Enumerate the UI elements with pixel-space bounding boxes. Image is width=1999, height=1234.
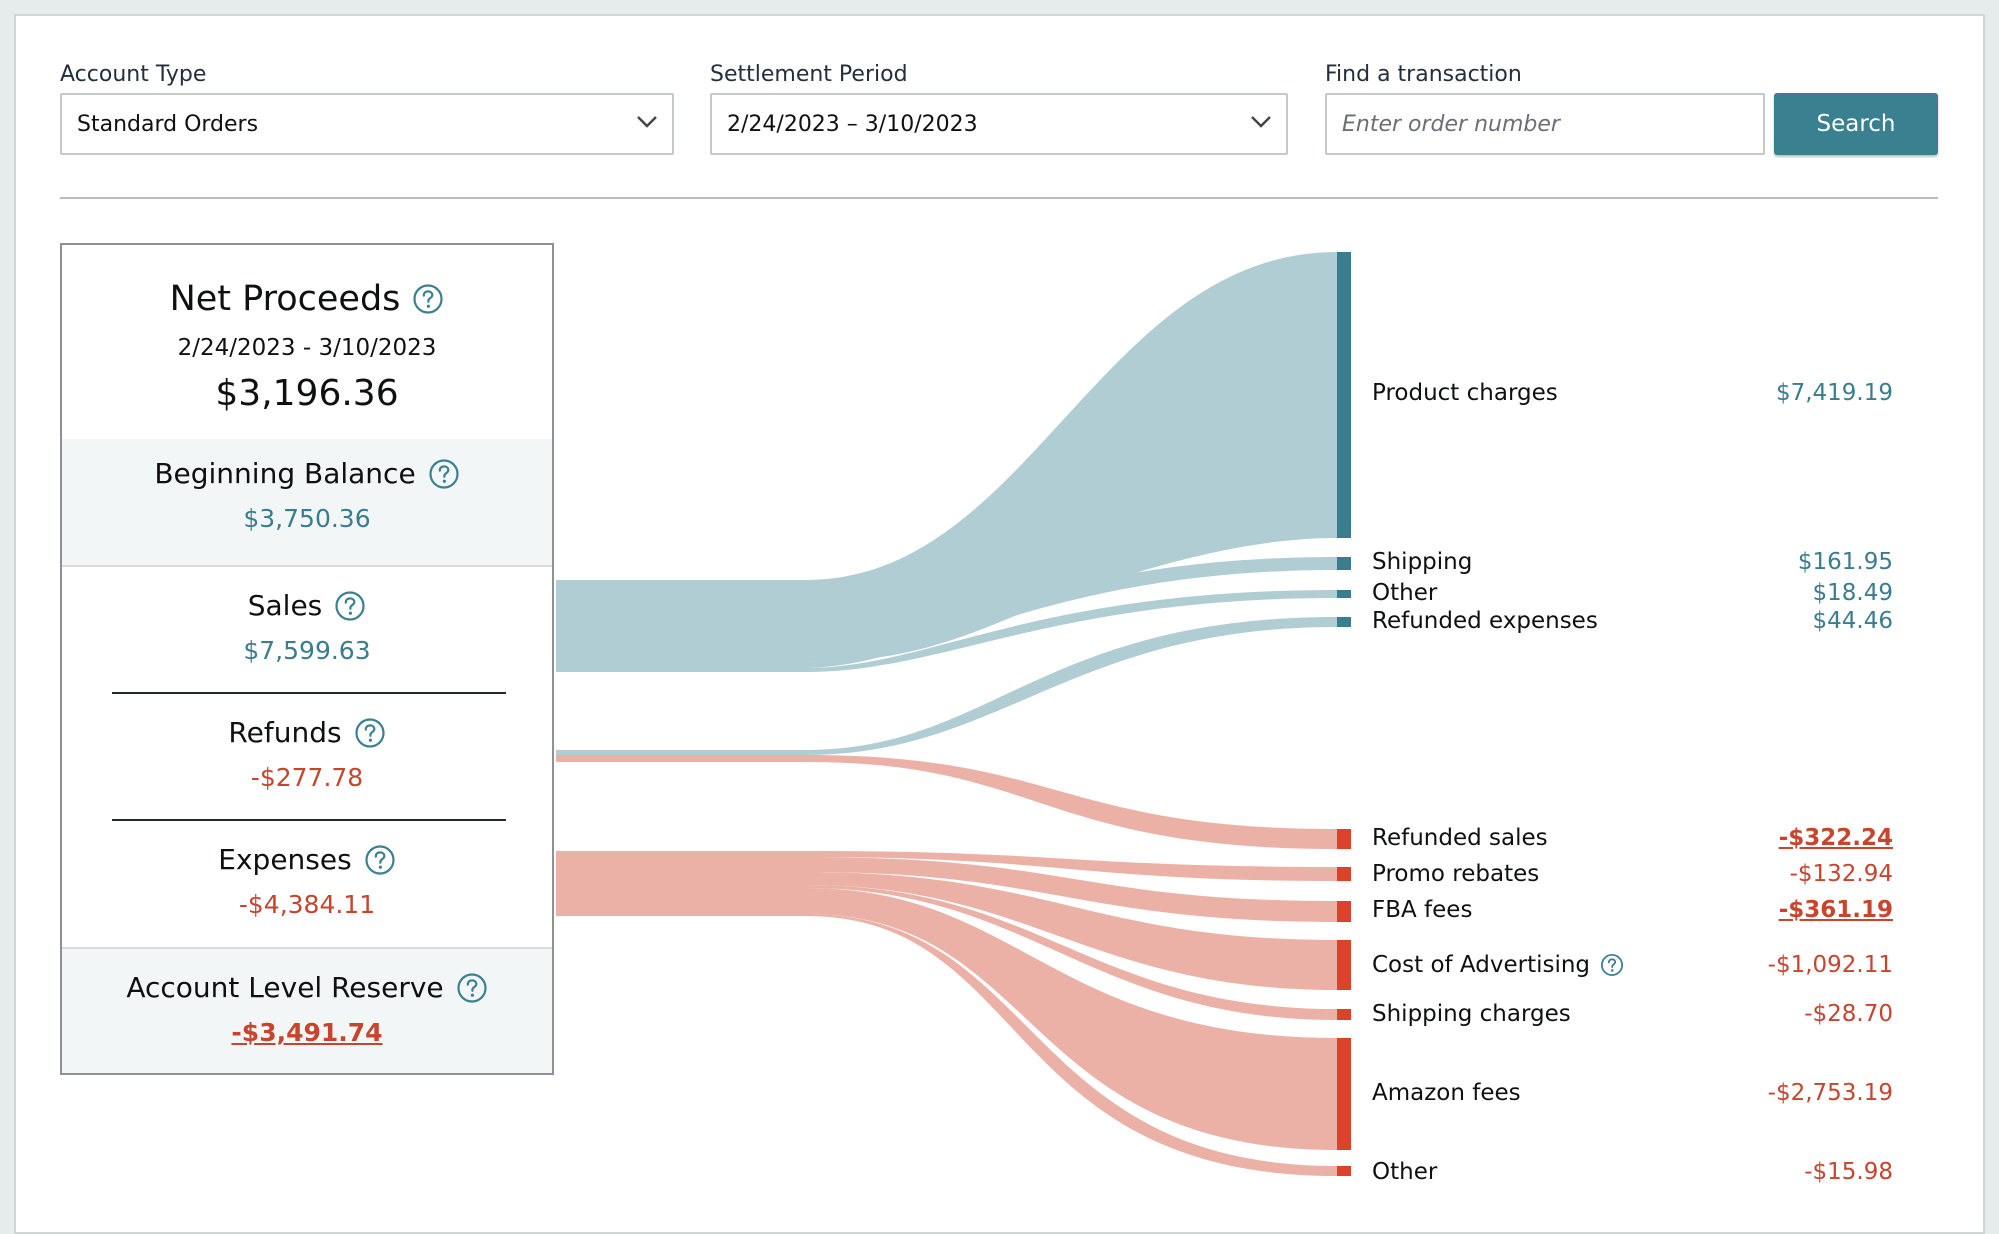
node-refunded-expenses — [1337, 617, 1351, 627]
sales-title: Sales — [247, 589, 323, 622]
flow-fba-fees — [556, 857, 1337, 922]
breakdown-amount-shipping-charges: -$28.70 — [1804, 1001, 1893, 1027]
node-product-charges — [1337, 252, 1351, 538]
sales-amount: $7,599.63 — [243, 636, 371, 665]
breakdown-label-cost-of-advertising: Cost of Advertising — [1372, 952, 1591, 978]
net-proceeds-date-range: 2/24/2023 - 3/10/2023 — [177, 335, 437, 361]
breakdown-amount-other-expenses: -$15.98 — [1804, 1159, 1893, 1185]
question-circle-icon[interactable] — [334, 590, 366, 622]
account-level-reserve-amount[interactable]: -$3,491.74 — [231, 1018, 383, 1047]
order-number-placeholder: Enter order number — [1342, 111, 1560, 137]
node-shipping — [1337, 557, 1351, 570]
summary-panel: Net Proceeds 2/24/2023 - 3/10/2023 $3,19… — [60, 243, 554, 1075]
chevron-down-icon — [1251, 116, 1271, 128]
flow-refunded-expenses — [556, 617, 1337, 755]
beginning-balance-amount: $3,750.36 — [243, 504, 371, 533]
search-button[interactable]: Search — [1774, 93, 1938, 155]
expenses-title: Expenses — [218, 843, 352, 876]
refunds-section: Refunds -$277.78 — [62, 694, 552, 820]
breakdown-label-promo-rebates: Promo rebates — [1372, 861, 1540, 887]
expenses-section: Expenses -$4,384.11 — [62, 821, 552, 947]
account-type-label: Account Type — [60, 62, 207, 87]
account-level-reserve-title: Account Level Reserve — [126, 971, 444, 1004]
breakdown-label-refunded-expenses: Refunded expenses — [1372, 608, 1598, 634]
breakdown-label-other: Other — [1372, 580, 1438, 606]
refunds-title: Refunds — [228, 716, 342, 749]
teal-flows — [556, 252, 1337, 755]
node-cost-of-advertising — [1337, 940, 1351, 990]
net-proceeds-title: Net Proceeds — [169, 279, 401, 319]
breakdown-amount-refunded-sales[interactable]: -$322.24 — [1778, 825, 1893, 851]
question-circle-icon[interactable] — [428, 458, 460, 490]
account-type-value: Standard Orders — [77, 111, 259, 137]
question-circle-icon[interactable] — [354, 717, 386, 749]
node-fba-fees — [1337, 901, 1351, 922]
sales-section: Sales $7,599.63 — [62, 567, 552, 687]
question-circle-icon[interactable] — [412, 283, 444, 315]
breakdown-label-shipping: Shipping — [1372, 549, 1473, 575]
red-flows — [556, 755, 1337, 1176]
breakdown-label-product-charges: Product charges — [1372, 380, 1558, 406]
section-divider — [62, 565, 552, 567]
breakdown-label-fba-fees: FBA fees — [1372, 897, 1473, 923]
section-divider — [112, 692, 506, 694]
node-amazon-fees — [1337, 1038, 1351, 1150]
node-promo-rebates — [1337, 867, 1351, 881]
expenses-amount: -$4,384.11 — [238, 890, 376, 919]
flow-amazon-fees — [556, 888, 1337, 1150]
settlement-period-select[interactable]: 2/24/2023 – 3/10/2023 — [710, 93, 1288, 155]
flow-cost-of-advertising — [556, 872, 1337, 990]
breakdown-amount-amazon-fees: -$2,753.19 — [1767, 1080, 1893, 1106]
beginning-balance-section: Beginning Balance $3,750.36 — [62, 439, 552, 565]
flow-other — [556, 590, 1337, 672]
flow-promo-rebates — [556, 851, 1337, 881]
node-refunded-sales — [1337, 829, 1351, 849]
breakdown-label-shipping-charges: Shipping charges — [1372, 1001, 1571, 1027]
breakdown-amount-promo-rebates: -$132.94 — [1789, 861, 1893, 887]
breakdown-row-cost-of-advertising: Cost of Advertising — [1372, 952, 1624, 978]
account-type-select[interactable]: Standard Orders — [60, 93, 674, 155]
net-proceeds-section: Net Proceeds 2/24/2023 - 3/10/2023 $3,19… — [62, 279, 552, 479]
question-circle-icon[interactable] — [364, 844, 396, 876]
breakdown-amount-product-charges: $7,419.19 — [1775, 380, 1893, 406]
breakdown-amount-other: $18.49 — [1812, 580, 1893, 606]
refunds-amount: -$277.78 — [250, 763, 364, 792]
breakdown-label-refunded-sales: Refunded sales — [1372, 825, 1548, 851]
node-other-expenses — [1337, 1166, 1351, 1176]
flow-refunded-sales — [556, 755, 1337, 849]
find-transaction-label: Find a transaction — [1325, 62, 1522, 87]
breakdown-amount-shipping: $161.95 — [1797, 549, 1893, 575]
breakdown-amount-fba-fees[interactable]: -$361.19 — [1778, 897, 1893, 923]
chevron-down-icon — [637, 116, 657, 128]
net-proceeds-amount: $3,196.36 — [215, 373, 399, 414]
divider — [60, 197, 1938, 199]
flow-shipping-charges — [556, 885, 1337, 1020]
breakdown-label-other-expenses: Other — [1372, 1159, 1438, 1185]
account-level-reserve-section: Account Level Reserve -$3,491.74 — [62, 949, 552, 1073]
settlement-period-label: Settlement Period — [710, 62, 908, 87]
breakdown-amount-cost-of-advertising: -$1,092.11 — [1767, 952, 1893, 978]
question-circle-icon[interactable] — [456, 972, 488, 1004]
breakdown-label-amazon-fees: Amazon fees — [1372, 1080, 1521, 1106]
breakdown-amount-refunded-expenses: $44.46 — [1812, 608, 1893, 634]
settlement-flow-diagram — [556, 252, 1351, 1176]
order-number-input[interactable]: Enter order number — [1325, 93, 1765, 155]
flow-nodes — [1337, 252, 1351, 1176]
flow-shipping — [556, 557, 1337, 668]
settlement-period-value: 2/24/2023 – 3/10/2023 — [727, 111, 978, 137]
beginning-balance-title: Beginning Balance — [154, 457, 416, 490]
node-shipping-charges — [1337, 1009, 1351, 1020]
section-divider — [62, 947, 552, 949]
question-circle-icon[interactable] — [1600, 953, 1624, 977]
node-other — [1337, 590, 1351, 598]
flow-product-charges — [556, 252, 1337, 662]
section-divider — [112, 819, 506, 821]
